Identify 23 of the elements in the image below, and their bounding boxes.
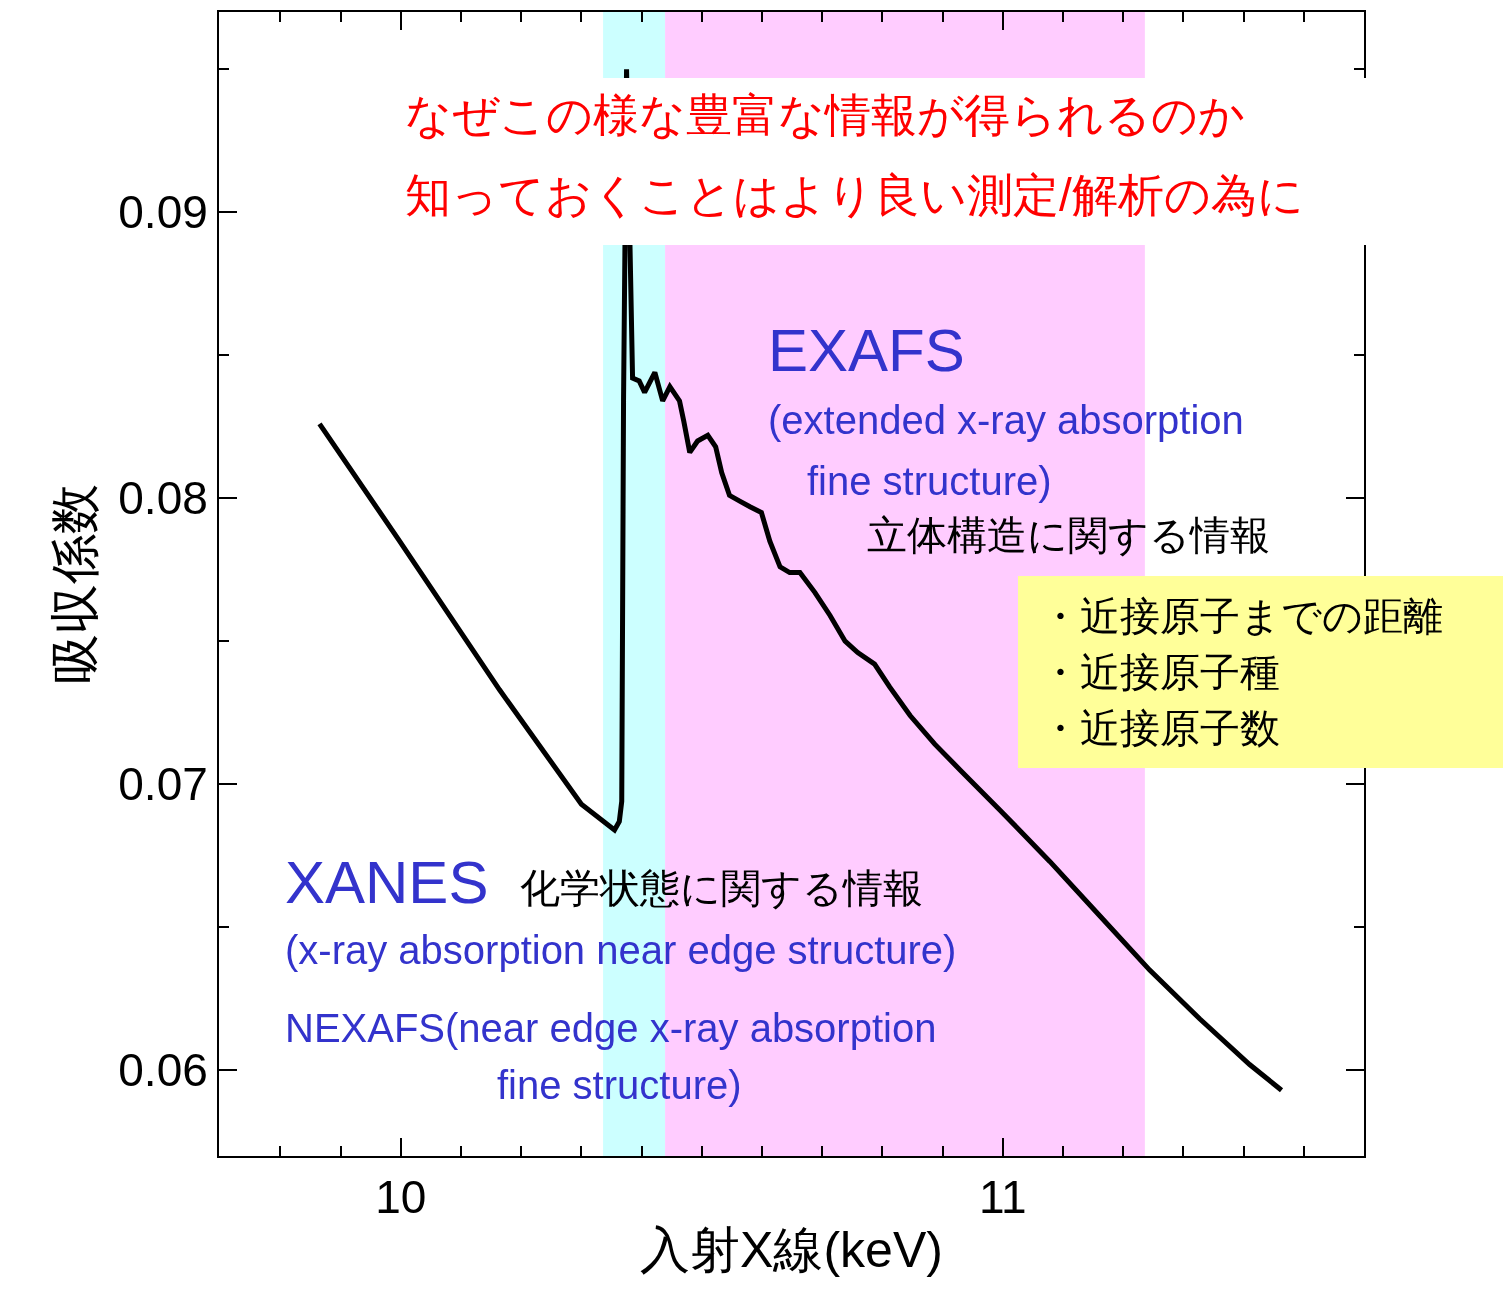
annotation: 立体構造に関する情報	[867, 513, 1270, 557]
annotation: (x-ray absorption near edge structure)	[285, 928, 957, 972]
annotation: NEXAFS(near edge x-ray absorption	[285, 1006, 937, 1050]
y-tick-label: 0.09	[118, 186, 208, 239]
annotation: 知っておくことはより良い測定/解析の為に	[405, 168, 1304, 223]
x-tick-label: 10	[375, 1171, 427, 1224]
note-card: ・近接原子までの距離 ・近接原子種 ・近接原子数	[1018, 576, 1503, 768]
y-tick-label: 0.08	[118, 472, 208, 525]
x-tick-label: 11	[978, 1171, 1027, 1224]
annotation: ・近接原子までの距離	[1040, 593, 1443, 640]
annotation: fine structure)	[807, 459, 1052, 503]
annotation: 化学状態に関する情報	[520, 866, 923, 910]
y-axis-title: 吸収係数	[46, 484, 103, 684]
annotation: fine structure)	[497, 1063, 742, 1107]
y-tick-label: 0.07	[118, 758, 208, 811]
annotation: なぜこの様な豊富な情報が得られるのか	[405, 88, 1245, 143]
x-axis-title: 入射X線(keV)	[640, 1222, 943, 1279]
annotation: ・近接原子数	[1040, 705, 1280, 752]
annotation: EXAFS	[768, 317, 965, 384]
annotation: (extended x-ray absorption	[768, 398, 1244, 442]
annotation: ・近接原子種	[1040, 649, 1280, 696]
y-tick-label: 0.06	[118, 1044, 208, 1097]
annotation: XANES	[285, 849, 489, 916]
